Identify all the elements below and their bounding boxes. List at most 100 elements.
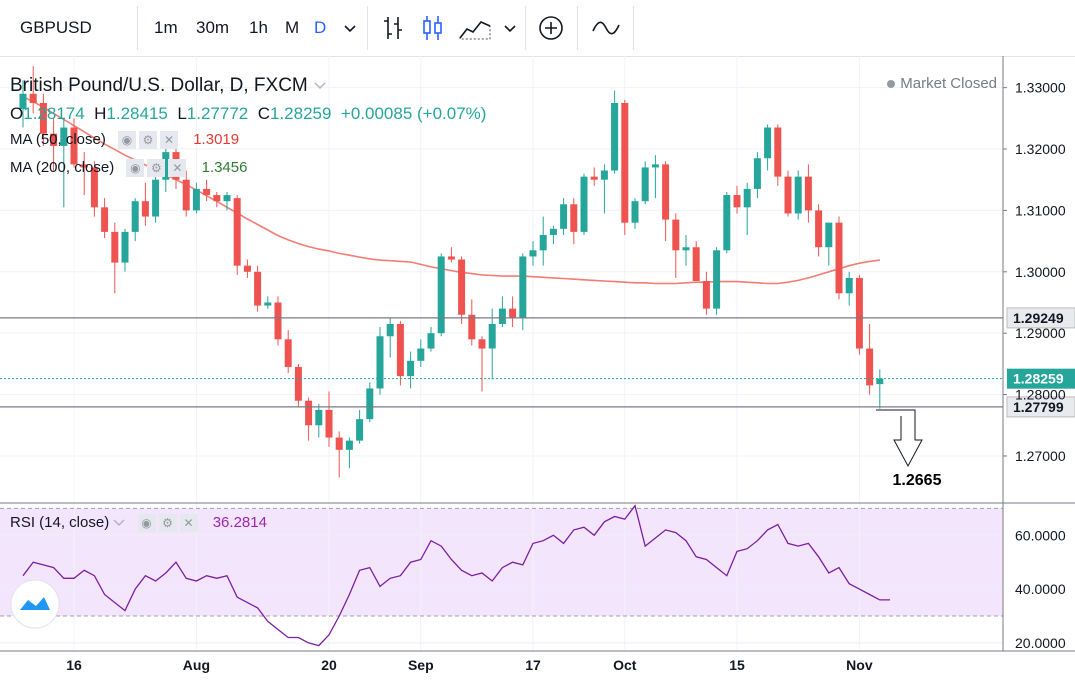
candle xyxy=(539,216,547,266)
chart-type-chevron-down-icon[interactable] xyxy=(500,16,520,44)
interval-day[interactable]: D xyxy=(314,18,327,37)
candle xyxy=(713,247,721,315)
candle-body xyxy=(407,360,415,377)
candle-body xyxy=(284,339,292,367)
time-tick-label: Aug xyxy=(183,657,210,673)
interval-1h[interactable]: 1h xyxy=(249,18,268,37)
symbol-search[interactable]: GBPUSD xyxy=(20,18,92,37)
interval-chevron-down-icon[interactable] xyxy=(340,16,360,44)
candle xyxy=(427,327,435,352)
eye-icon[interactable]: ◉ xyxy=(126,159,145,178)
candle-body xyxy=(876,378,884,385)
ma200-value: 1.3456 xyxy=(201,159,248,176)
interval-30m[interactable]: 30m xyxy=(196,18,230,37)
eye-icon[interactable]: ◉ xyxy=(118,131,137,150)
axes-layer: 1.33000 1.32000 1.31000 1.30000 1.29000 1.280… xyxy=(0,56,1075,673)
candle xyxy=(274,296,282,346)
rsi-line xyxy=(22,504,890,647)
eye-icon[interactable]: ◉ xyxy=(137,514,156,533)
candle-body xyxy=(233,198,241,266)
open-label: O xyxy=(10,104,24,123)
price-tick-label: 1.27000 xyxy=(1015,448,1066,464)
candle xyxy=(90,161,98,217)
high-value: 1.28415 xyxy=(106,104,168,123)
bars-chart-icon[interactable] xyxy=(380,14,408,42)
ma50-label: MA (50, close) xyxy=(10,131,106,148)
area-chart-icon[interactable] xyxy=(458,14,492,42)
candle-body xyxy=(702,281,710,309)
rsi-chevron-down-icon[interactable] xyxy=(113,519,125,527)
rsi-legend[interactable]: RSI (14, close) ◉ ⚙ ✕ 36.2814 xyxy=(10,514,267,533)
candle-body xyxy=(764,127,772,159)
candle xyxy=(519,253,527,331)
interval-1m[interactable]: 1m xyxy=(154,18,178,37)
candle xyxy=(386,317,394,358)
candle-body xyxy=(468,314,476,340)
candle-body xyxy=(29,93,37,103)
candle xyxy=(254,265,262,312)
candle xyxy=(264,296,272,309)
ma50-legend[interactable]: MA (50, close) ◉ ⚙ ✕ 1.3019 xyxy=(10,131,240,150)
title-chevron-down-icon[interactable] xyxy=(313,81,327,91)
candle-body xyxy=(539,234,547,251)
close-icon[interactable]: ✕ xyxy=(160,131,179,150)
candle xyxy=(590,167,598,186)
close-icon[interactable]: ✕ xyxy=(179,514,198,533)
candle-body xyxy=(682,247,690,251)
gear-icon[interactable]: ⚙ xyxy=(147,159,166,178)
ma200-legend[interactable]: MA (200, close) ◉ ⚙ ✕ 1.3456 xyxy=(10,159,248,178)
candle-body xyxy=(19,93,27,110)
candle-body xyxy=(356,419,364,441)
candle-body xyxy=(774,127,782,177)
candle-body xyxy=(784,176,792,214)
candle-body xyxy=(213,195,221,202)
candle xyxy=(600,164,608,214)
candle-body xyxy=(162,152,170,180)
candle xyxy=(192,182,200,214)
candle xyxy=(702,271,710,315)
candle-body xyxy=(152,179,160,217)
candle-body xyxy=(611,102,619,171)
price-tick-label: 1.33000 xyxy=(1015,80,1066,96)
candle-body xyxy=(672,219,680,251)
toolbar-divider xyxy=(577,6,578,50)
candle-body xyxy=(570,204,578,232)
ma50-value: 1.3019 xyxy=(193,131,240,148)
gear-icon[interactable]: ⚙ xyxy=(158,514,177,533)
candle xyxy=(794,170,802,220)
candle-body xyxy=(50,133,58,146)
candle-body xyxy=(437,256,445,334)
candle xyxy=(621,99,629,235)
candle-body xyxy=(713,250,721,309)
open-value: 1.28174 xyxy=(23,104,85,123)
candle xyxy=(162,149,170,192)
candle xyxy=(70,118,78,168)
candle xyxy=(141,182,149,226)
level-label-box xyxy=(1006,396,1075,418)
candle-body xyxy=(376,336,384,389)
close-icon[interactable]: ✕ xyxy=(168,159,187,178)
candle-body xyxy=(825,222,833,248)
candle-body xyxy=(417,348,425,361)
indicators-wave-icon[interactable] xyxy=(590,14,622,42)
candle-body xyxy=(478,339,486,349)
candle-body xyxy=(692,247,700,281)
target-price-label: 1.2665 xyxy=(893,472,942,489)
levels-layer: 1.29249 1.27799 1.28259 xyxy=(0,307,1075,418)
candle-body xyxy=(855,277,863,349)
candle-body xyxy=(121,231,129,263)
candle xyxy=(356,409,364,444)
add-indicator-icon[interactable] xyxy=(537,14,565,42)
price-chart[interactable]: 1.29249 1.27799 1.28259 1.33000 1.32000 1.31… xyxy=(0,56,1075,689)
gear-icon[interactable]: ⚙ xyxy=(139,131,158,150)
interval-month[interactable]: M xyxy=(285,18,300,37)
candle-body xyxy=(519,256,527,318)
toolbar-divider xyxy=(525,6,526,50)
top-toolbar: GBPUSD 1m 30m 1h M D xyxy=(0,0,1075,57)
candle-body xyxy=(743,188,751,208)
candle-body xyxy=(427,333,435,349)
close-label: C xyxy=(257,104,270,123)
candle xyxy=(182,170,190,217)
candles-chart-icon[interactable] xyxy=(419,14,447,42)
candle-body xyxy=(509,308,517,318)
